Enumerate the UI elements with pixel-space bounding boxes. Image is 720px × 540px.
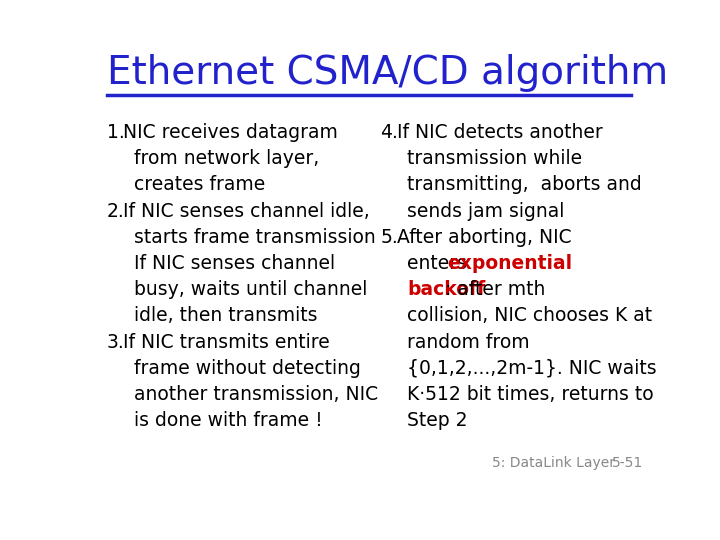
Text: 5.: 5.	[380, 228, 398, 247]
Text: After aborting, NIC: After aborting, NIC	[397, 228, 572, 247]
Text: 4.: 4.	[380, 123, 398, 142]
Text: creates frame: creates frame	[133, 176, 265, 194]
Text: backoff: backoff	[407, 280, 485, 299]
Text: If NIC senses channel: If NIC senses channel	[133, 254, 335, 273]
Text: K·512 bit times, returns to: K·512 bit times, returns to	[407, 385, 654, 404]
Text: If NIC detects another: If NIC detects another	[397, 123, 603, 142]
Text: 2.: 2.	[107, 201, 125, 221]
Text: If NIC senses channel idle,: If NIC senses channel idle,	[124, 201, 370, 221]
Text: Step 2: Step 2	[407, 411, 467, 430]
Text: is done with frame !: is done with frame !	[133, 411, 323, 430]
Text: collision, NIC chooses K at: collision, NIC chooses K at	[407, 306, 652, 326]
Text: Ethernet CSMA/CD algorithm: Ethernet CSMA/CD algorithm	[107, 54, 668, 92]
Text: from network layer,: from network layer,	[133, 149, 319, 168]
Text: idle, then transmits: idle, then transmits	[133, 306, 317, 326]
Text: another transmission, NIC: another transmission, NIC	[133, 385, 378, 404]
Text: transmission while: transmission while	[407, 149, 582, 168]
Text: enters: enters	[407, 254, 473, 273]
Text: frame without detecting: frame without detecting	[133, 359, 361, 378]
Text: NIC receives datagram: NIC receives datagram	[124, 123, 338, 142]
Text: 1.: 1.	[107, 123, 125, 142]
Text: starts frame transmission: starts frame transmission	[133, 228, 375, 247]
Text: exponential: exponential	[448, 254, 573, 273]
Text: random from: random from	[407, 333, 530, 352]
Text: 5: DataLink Layer: 5: DataLink Layer	[492, 456, 615, 470]
Text: 5-51: 5-51	[612, 456, 643, 470]
Text: : after mth: : after mth	[446, 280, 546, 299]
Text: sends jam signal: sends jam signal	[407, 201, 564, 221]
Text: If NIC transmits entire: If NIC transmits entire	[124, 333, 330, 352]
Text: 3.: 3.	[107, 333, 125, 352]
Text: {0,1,2,...,2m-1}. NIC waits: {0,1,2,...,2m-1}. NIC waits	[407, 359, 657, 378]
Text: busy, waits until channel: busy, waits until channel	[133, 280, 367, 299]
Text: transmitting,  aborts and: transmitting, aborts and	[407, 176, 642, 194]
